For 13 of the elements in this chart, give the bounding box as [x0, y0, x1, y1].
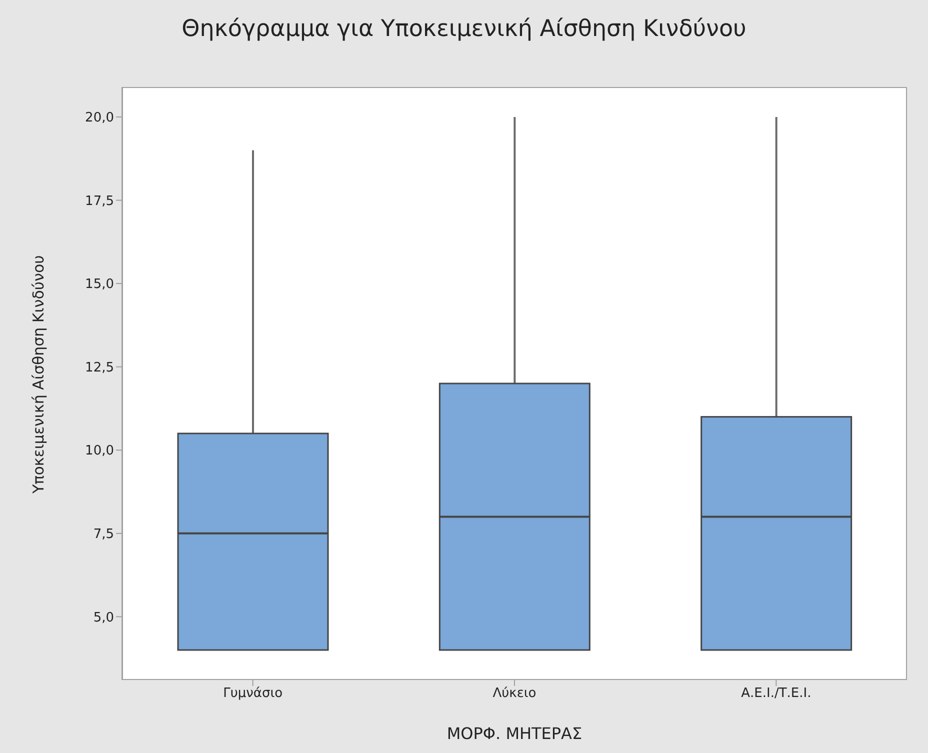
chart-title: Θηκόγραμμα για Υποκειμενική Αίσθηση Κινδύνου	[180, 16, 748, 42]
y-tick-label: 15,0	[85, 277, 114, 292]
x-tick-label: Α.Ε.Ι./Τ.Ε.Ι.	[741, 686, 812, 702]
y-tick-label: 5,0	[93, 610, 114, 626]
y-tick-label: 7,5	[93, 527, 114, 542]
y-tick-label: 10,0	[85, 444, 114, 459]
x-tick-label: Γυμνάσιο	[223, 686, 283, 702]
x-axis-title: ΜΟΡΦ. ΜΗΤΕΡΑΣ	[446, 724, 582, 743]
y-tick-label: 17,5	[85, 194, 114, 209]
x-tick-label: Λύκειο	[492, 686, 536, 702]
y-axis-title: Υποκειμενική Αίσθηση Κινδύνου	[29, 255, 48, 494]
y-tick-label: 12,5	[85, 360, 114, 376]
y-tick-label: 20,0	[85, 110, 114, 126]
